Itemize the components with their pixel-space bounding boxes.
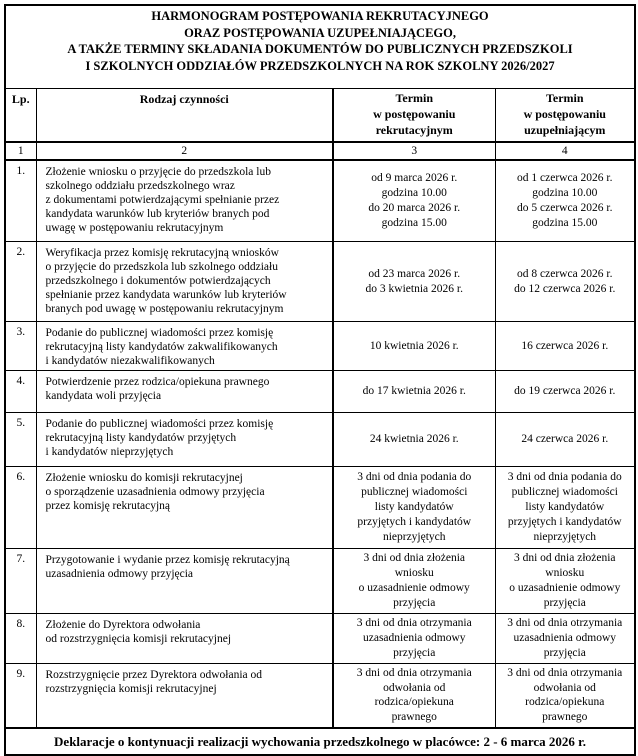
- column-number-4: 4: [494, 140, 636, 161]
- row-term-recruitment: 3 dni od dnia złożenia wniosku o uzasadn…: [332, 548, 496, 614]
- column-number-1: 1: [4, 140, 37, 161]
- row-term-recruitment: 10 kwietnia 2026 r.: [332, 320, 496, 372]
- table-row: 6. Złożenie wniosku do komisji rekrutacy…: [4, 466, 636, 550]
- row-lp: 9.: [4, 662, 37, 729]
- row-term-supplementary: od 1 czerwca 2026 r. godzina 10.00 do 5 …: [494, 159, 636, 242]
- schedule-table: HARMONOGRAM POSTĘPOWANIA REKRUTACYJNEGO …: [4, 4, 637, 756]
- table-row: 5. Podanie do publicznej wiadomości prze…: [4, 412, 636, 468]
- row-term-recruitment: 24 kwietnia 2026 r.: [332, 412, 496, 468]
- row-activity: Złożenie do Dyrektora odwołania od rozst…: [35, 612, 334, 664]
- row-lp: 8.: [4, 612, 37, 664]
- col-header-lp: Lp.: [4, 88, 37, 142]
- col-header-activity: Rodzaj czynności: [35, 88, 334, 142]
- column-number-3: 3: [332, 140, 496, 161]
- row-term-supplementary: od 8 czerwca 2026 r. do 12 czerwca 2026 …: [494, 241, 636, 322]
- row-activity: Weryfikacja przez komisję rekrutacyjną w…: [35, 241, 334, 322]
- table-row: 2. Weryfikacja przez komisję rekrutacyjn…: [4, 241, 636, 322]
- row-term-supplementary: do 19 czerwca 2026 r.: [494, 370, 636, 414]
- row-term-recruitment: 3 dni od dnia podania do publicznej wiad…: [332, 466, 496, 550]
- footer-row: Deklaracje o kontynuacji realizacji wych…: [4, 727, 636, 756]
- row-lp: 5.: [4, 412, 37, 468]
- row-term-supplementary: 3 dni od dnia złożenia wniosku o uzasadn…: [494, 548, 636, 614]
- table-row: 3. Podanie do publicznej wiadomości prze…: [4, 320, 636, 372]
- column-number-row: 1 2 3 4: [4, 140, 636, 161]
- row-lp: 1.: [4, 159, 37, 242]
- footer-note: Deklaracje o kontynuacji realizacji wych…: [4, 727, 636, 756]
- row-term-recruitment: 3 dni od dnia otrzymania odwołania od ro…: [332, 662, 496, 729]
- table-row: 1. Złożenie wniosku o przyjęcie do przed…: [4, 159, 636, 242]
- row-term-recruitment: od 23 marca 2026 r. do 3 kwietnia 2026 r…: [332, 241, 496, 322]
- row-activity: Podanie do publicznej wiadomości przez k…: [35, 412, 334, 468]
- row-activity: Przygotowanie i wydanie przez komisję re…: [35, 548, 334, 614]
- row-activity: Rozstrzygnięcie przez Dyrektora odwołani…: [35, 662, 334, 729]
- table-row: 8. Złożenie do Dyrektora odwołania od ro…: [4, 612, 636, 664]
- row-term-supplementary: 3 dni od dnia otrzymania odwołania od ro…: [494, 662, 636, 729]
- row-term-supplementary: 24 czerwca 2026 r.: [494, 412, 636, 468]
- header-row: Lp. Rodzaj czynności Termin w postępowan…: [4, 88, 636, 142]
- row-activity: Podanie do publicznej wiadomości przez k…: [35, 320, 334, 372]
- col-header-term-recruitment: Termin w postępowaniu rekrutacyjnym: [332, 88, 496, 142]
- row-term-recruitment: od 9 marca 2026 r. godzina 10.00 do 20 m…: [332, 159, 496, 242]
- title-row: HARMONOGRAM POSTĘPOWANIA REKRUTACYJNEGO …: [4, 4, 636, 89]
- row-lp: 4.: [4, 370, 37, 414]
- table-row: 4. Potwierdzenie przez rodzica/opiekuna …: [4, 370, 636, 414]
- table-row: 7. Przygotowanie i wydanie przez komisję…: [4, 548, 636, 614]
- row-lp: 2.: [4, 241, 37, 322]
- col-header-term-supplementary: Termin w postępowaniu uzupełniającym: [494, 88, 636, 142]
- row-lp: 6.: [4, 466, 37, 550]
- row-term-supplementary: 3 dni od dnia otrzymania uzasadnienia od…: [494, 612, 636, 664]
- table-row: 9. Rozstrzygnięcie przez Dyrektora odwoł…: [4, 662, 636, 729]
- document-title: HARMONOGRAM POSTĘPOWANIA REKRUTACYJNEGO …: [4, 4, 636, 89]
- row-term-recruitment: do 17 kwietnia 2026 r.: [332, 370, 496, 414]
- row-lp: 3.: [4, 320, 37, 372]
- column-number-2: 2: [35, 140, 334, 161]
- row-lp: 7.: [4, 548, 37, 614]
- row-term-supplementary: 3 dni od dnia podania do publicznej wiad…: [494, 466, 636, 550]
- row-term-supplementary: 16 czerwca 2026 r.: [494, 320, 636, 372]
- row-activity: Złożenie wniosku o przyjęcie do przedszk…: [35, 159, 334, 242]
- row-term-recruitment: 3 dni od dnia otrzymania uzasadnienia od…: [332, 612, 496, 664]
- row-activity: Złożenie wniosku do komisji rekrutacyjne…: [35, 466, 334, 550]
- row-activity: Potwierdzenie przez rodzica/opiekuna pra…: [35, 370, 334, 414]
